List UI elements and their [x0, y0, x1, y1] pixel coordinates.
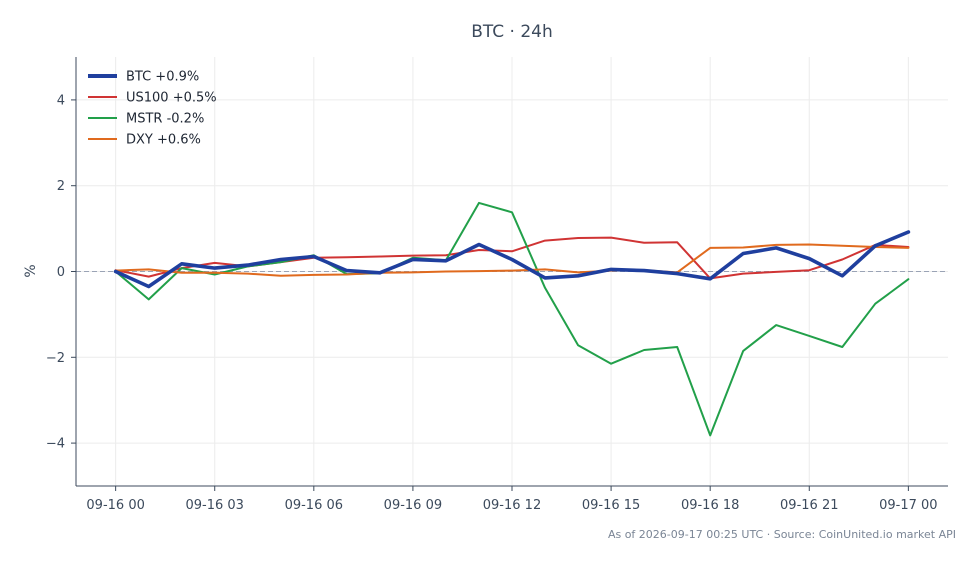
y-axis-label: % [23, 264, 39, 277]
y-tick-label: −4 [46, 437, 65, 452]
series-line-btc [113, 230, 911, 289]
x-tick-label: 09-16 03 [186, 498, 244, 513]
y-tick-label: 4 [57, 93, 65, 108]
source-footer: As of 2026-09-17 00:25 UTC · Source: Coi… [608, 528, 956, 541]
x-tick-label: 09-17 00 [879, 498, 937, 513]
legend: BTC +0.9% US100 +0.5% MSTR -0.2% DXY +0.6% [88, 70, 217, 148]
y-tick-label: −2 [46, 351, 65, 366]
x-tick-label: 09-16 12 [483, 498, 541, 513]
legend-label: US100 +0.5% [126, 91, 217, 106]
legend-label: BTC +0.9% [126, 70, 199, 85]
x-tick-label: 09-16 15 [582, 498, 640, 513]
x-tick-label: 09-16 06 [285, 498, 343, 513]
series-lines [113, 201, 911, 437]
y-tick-label: 2 [57, 179, 65, 194]
tick-labels: −4 −2 0 2 4 09-16 00 09-16 03 09-16 06 09-16 09 0… [46, 93, 938, 513]
x-tick-label: 09-16 09 [384, 498, 442, 513]
legend-label: MSTR -0.2% [126, 112, 204, 127]
x-tick-label: 09-16 21 [780, 498, 838, 513]
x-tick-label: 09-16 00 [86, 498, 144, 513]
chart-title: BTC · 24h [471, 22, 553, 42]
series-line-dxy [114, 243, 910, 277]
y-tick-label: 0 [57, 265, 65, 280]
x-tick-label: 09-16 18 [681, 498, 739, 513]
legend-label: DXY +0.6% [126, 133, 201, 148]
